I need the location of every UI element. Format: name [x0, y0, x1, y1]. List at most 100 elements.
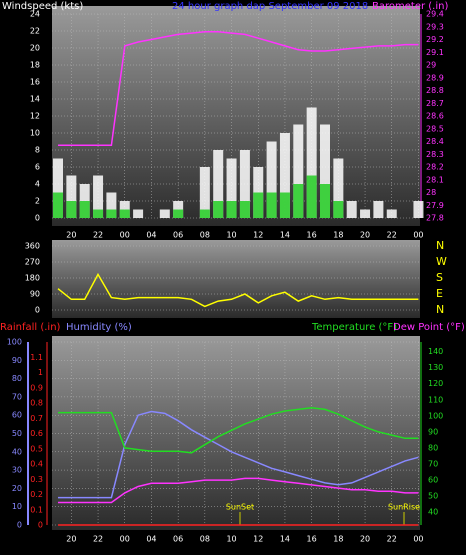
y2-tick-label: 50 — [428, 492, 438, 501]
y3-tick-label: 0.7 — [30, 414, 43, 423]
y-tick-label: 20 — [12, 484, 22, 493]
y-tick-label: 0 — [35, 214, 40, 223]
bar — [199, 209, 210, 218]
y-tick-label: 14 — [30, 95, 40, 104]
y2-tick-label: 28.7 — [426, 99, 444, 108]
y2-tick-label: 28.1 — [426, 175, 444, 184]
x-tick-label: 08 — [200, 231, 210, 240]
x-tick-label: 00 — [413, 231, 423, 240]
bar — [293, 124, 304, 218]
rain-label: Rainfall (.in) — [0, 322, 61, 333]
x-tick-label: 20 — [360, 231, 370, 240]
y2-tick-label: 28.3 — [426, 150, 444, 159]
y2-tick-label: 140 — [428, 347, 443, 356]
x-tick-label: 20 — [66, 535, 76, 544]
bar — [320, 124, 330, 218]
x-tick-label: 10 — [226, 535, 236, 544]
y2-tick-label: 70 — [428, 460, 438, 469]
humidity-label: Humidity (%) — [66, 322, 132, 333]
y-tick-label: 360 — [25, 242, 40, 251]
x-tick-label: 00 — [413, 535, 423, 544]
x-tick-label: 00 — [120, 535, 130, 544]
bar — [199, 167, 210, 218]
y3-tick-label: 0.2 — [30, 490, 43, 499]
y-tick-label: 16 — [30, 78, 40, 87]
y-tick-label: 0 — [35, 306, 40, 315]
baro-label: Barometer (.in) — [372, 1, 448, 12]
series-line — [58, 477, 419, 504]
x-tick-label: 00 — [120, 231, 130, 240]
bar — [266, 192, 277, 218]
y3-tick-label: 0 — [38, 521, 43, 530]
y2-tick-label: 100 — [428, 411, 443, 420]
bar — [333, 201, 344, 218]
bar — [239, 150, 250, 218]
y2-tick-label: 60 — [428, 476, 438, 485]
y-tick-label: 90 — [30, 290, 40, 299]
bar — [333, 158, 344, 218]
y3-tick-label: 0.9 — [30, 383, 43, 392]
y2-tick-label: 28.8 — [426, 86, 444, 95]
wind-label: Windspeed (kts) — [2, 1, 83, 12]
y3-tick-label: 0.5 — [30, 444, 43, 453]
x-tick-label: 20 — [66, 231, 76, 240]
y3-tick-label: 0.6 — [30, 429, 43, 438]
x-tick-label: 22 — [387, 231, 397, 240]
x-tick-label: 22 — [93, 231, 103, 240]
y2-tick-label: 29.3 — [426, 22, 444, 31]
bar — [93, 175, 104, 218]
y2-tick-label: N — [436, 239, 444, 252]
y2-tick-label: 28.5 — [426, 124, 444, 133]
y2-tick-label: 28.6 — [426, 112, 444, 121]
y3-tick-label: 1.1 — [30, 353, 43, 362]
bar — [93, 209, 104, 218]
y-tick-label: 2 — [35, 197, 40, 206]
y3-tick-label: 1 — [38, 368, 43, 377]
y-tick-label: 24 — [30, 10, 40, 19]
x-tick-label: 14 — [280, 231, 290, 240]
bar — [293, 184, 304, 218]
y-tick-label: 30 — [12, 466, 22, 475]
y2-tick-label: W — [436, 255, 447, 268]
x-tick-label: 18 — [333, 231, 343, 240]
series-line — [58, 410, 419, 499]
bar — [173, 209, 184, 218]
y-tick-label: 10 — [12, 502, 22, 511]
y2-tick-label: 28.9 — [426, 73, 444, 82]
bar — [320, 184, 330, 218]
y-tick-label: 4 — [35, 180, 40, 189]
x-tick-label: 16 — [307, 535, 317, 544]
annotation: SunSet — [226, 503, 254, 512]
x-tick-label: 16 — [307, 231, 317, 240]
x-tick-label: 18 — [333, 535, 343, 544]
bar — [226, 158, 237, 218]
bar — [119, 209, 130, 218]
bar — [133, 209, 144, 218]
bar — [213, 201, 224, 218]
y2-tick-label: 27.8 — [426, 214, 444, 223]
x-tick-label: 22 — [93, 535, 103, 544]
y-tick-label: 22 — [30, 27, 40, 36]
x-tick-label: 12 — [253, 231, 263, 240]
series-line — [58, 407, 419, 454]
y-tick-label: 180 — [25, 274, 40, 283]
y-tick-label: 10 — [30, 129, 40, 138]
bar — [373, 201, 384, 218]
y2-tick-label: 29.1 — [426, 48, 444, 57]
bar — [306, 107, 317, 218]
bar — [66, 201, 77, 218]
y2-tick-label: 130 — [428, 363, 443, 372]
y-tick-label: 50 — [12, 429, 22, 438]
y3-tick-label: 0.8 — [30, 399, 43, 408]
bar — [306, 175, 317, 218]
bar — [360, 209, 371, 218]
chart-title: 24 hour graph dap September 09 2018 — [172, 1, 368, 12]
bar — [66, 175, 77, 218]
y2-tick-label: E — [436, 287, 443, 300]
y-tick-label: 70 — [12, 392, 22, 401]
y2-tick-label: 40 — [428, 508, 438, 517]
annotation: SunRise — [388, 503, 420, 512]
y2-tick-label: S — [436, 271, 443, 284]
